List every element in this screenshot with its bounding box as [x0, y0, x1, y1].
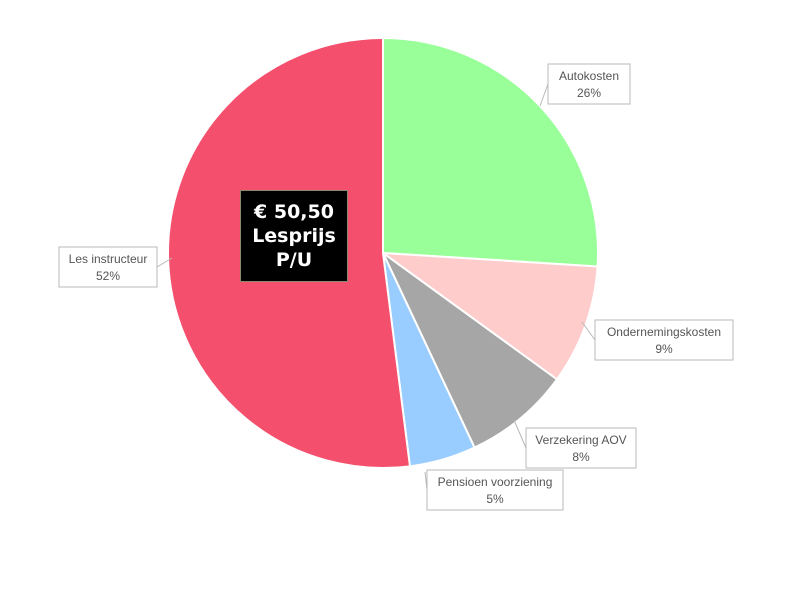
- slice-value: 8%: [572, 450, 590, 464]
- slice-value: 9%: [655, 342, 673, 356]
- slice-label: Verzekering AOV: [535, 433, 626, 447]
- leader-line: [156, 257, 173, 268]
- data-label-ondernemingskosten: Ondernemingskosten 9%: [581, 319, 734, 361]
- slice-value: 5%: [486, 492, 504, 506]
- slice-label: Ondernemingskosten: [607, 325, 721, 339]
- center-price-label: € 50,50 Lesprijs P/U: [240, 190, 348, 282]
- pie-slice-autokosten: [382, 36, 599, 268]
- center-unit: P/U: [275, 249, 313, 271]
- data-label-les-instructeur: Les instructeur 52%: [58, 246, 173, 288]
- leader-line: [513, 419, 527, 449]
- slice-label: Pensioen voorziening: [438, 475, 553, 489]
- pie-slice-verzekering-aov: [382, 252, 559, 449]
- callout-box: [547, 63, 631, 105]
- slice-value: 26%: [577, 86, 601, 100]
- callout-box: [525, 427, 637, 469]
- slice-label: Les instructeur: [69, 252, 148, 266]
- data-label-pensioen-voorziening: Pensioen voorziening 5%: [424, 469, 564, 511]
- leader-line: [581, 321, 596, 341]
- callout-box: [594, 319, 734, 361]
- center-title: Lesprijs: [252, 225, 336, 247]
- data-label-autokosten: Autokosten 26%: [539, 63, 631, 107]
- data-label-verzekering-aov: Verzekering AOV 8%: [513, 419, 637, 469]
- callout-box: [426, 469, 564, 511]
- leader-line: [539, 83, 549, 107]
- slice-label: Autokosten: [559, 69, 619, 83]
- slice-value: 52%: [96, 269, 120, 283]
- callout-box: [58, 246, 158, 288]
- center-price: € 50,50: [254, 201, 334, 223]
